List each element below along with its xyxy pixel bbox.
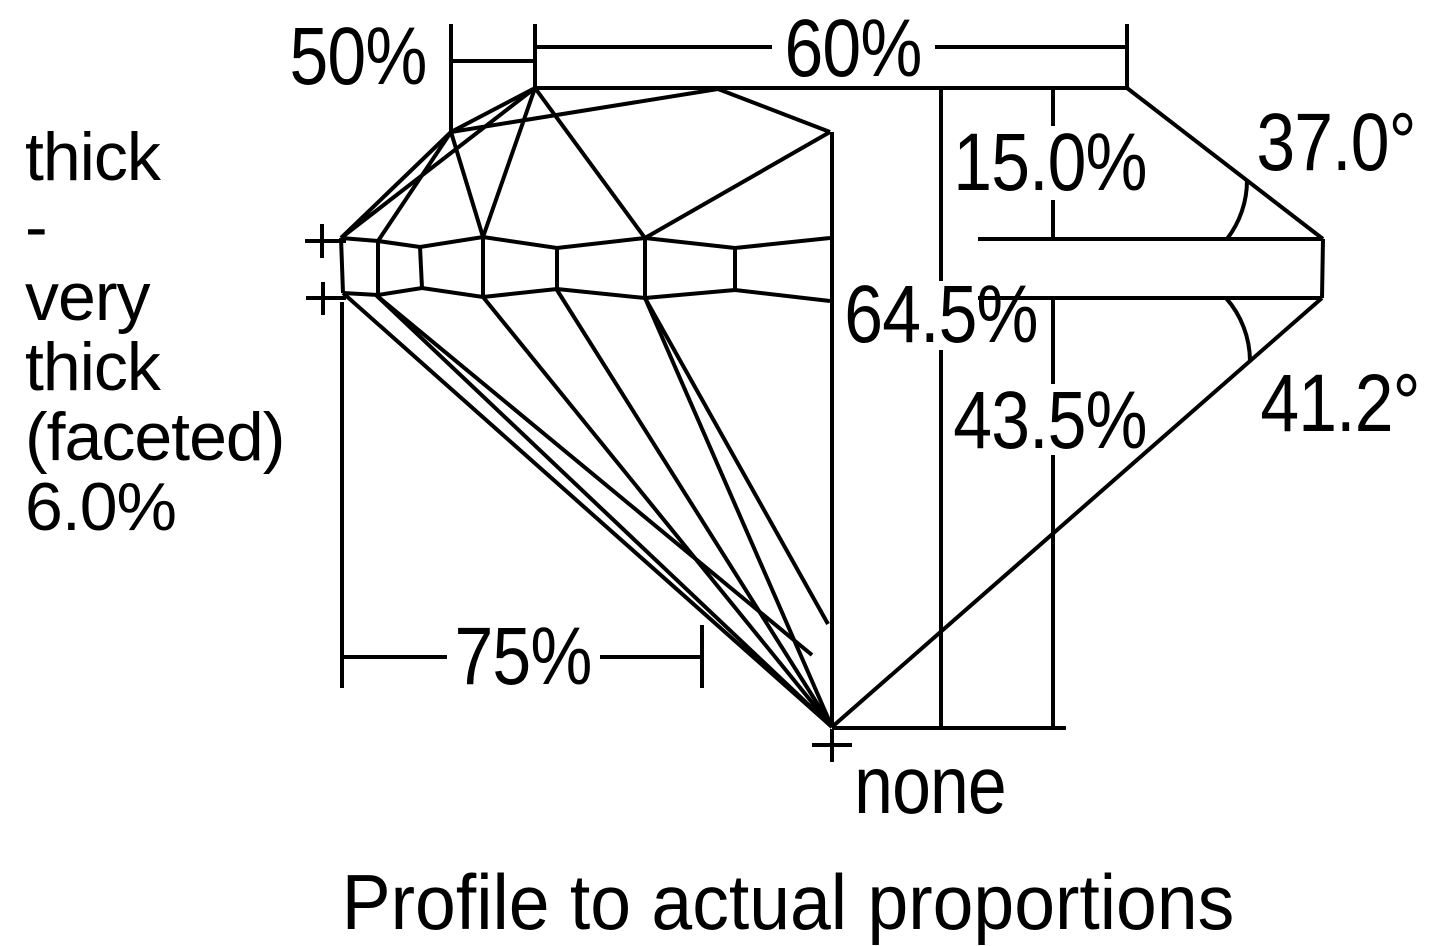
- angle-reference-lines: [832, 179, 1323, 730]
- girdle-annotation: thick - very thick (faceted) 6.0%: [25, 119, 285, 545]
- pavilion-lines: [341, 132, 1324, 729]
- total-depth-label: 64.5%: [844, 269, 1038, 360]
- lower-girdle-length-label: 75%: [454, 611, 593, 702]
- tick-markers: [305, 224, 852, 762]
- pavilion-angle-label: 41.2°: [1260, 358, 1420, 449]
- table-width-label: 60%: [784, 3, 923, 94]
- star-length-label: 50%: [289, 11, 428, 102]
- crown-angle-arc: [1225, 179, 1250, 241]
- girdle-annotation-line: 6.0%: [25, 469, 177, 545]
- dimension-lines: [340, 24, 1129, 728]
- girdle-annotation-line: very: [25, 259, 150, 335]
- crown-lines: [339, 86, 1325, 243]
- girdle-annotation-line: thick: [25, 119, 161, 195]
- diagram-caption: Profile to actual proportions: [341, 858, 1235, 946]
- girdle-lines: [339, 234, 1325, 303]
- girdle-annotation-line: thick: [25, 329, 161, 405]
- culet-label: none: [854, 740, 1007, 831]
- crown-height-label: 15.0%: [953, 117, 1147, 208]
- pavilion-angle-arc: [1224, 296, 1252, 362]
- pavilion-depth-label: 43.5%: [953, 375, 1147, 466]
- girdle-annotation-line: (faceted): [25, 399, 285, 475]
- girdle-annotation-line: -: [25, 189, 48, 265]
- crown-angle-label: 37.0°: [1256, 97, 1416, 188]
